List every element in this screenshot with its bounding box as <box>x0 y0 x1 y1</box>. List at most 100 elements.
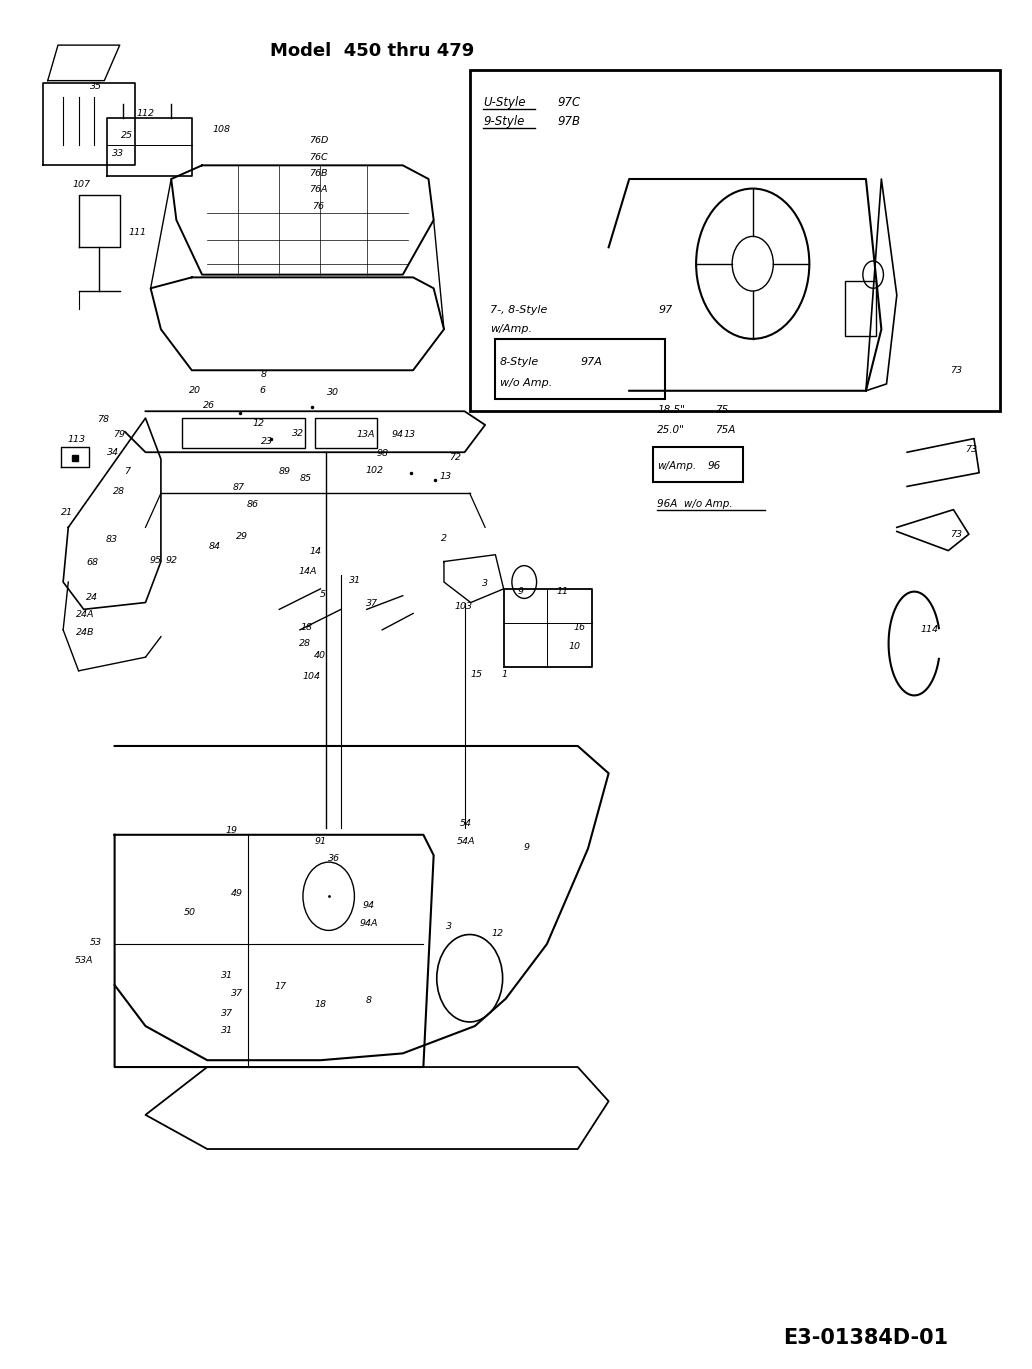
Bar <box>845 282 876 337</box>
Text: 25: 25 <box>121 131 133 140</box>
Text: 76C: 76C <box>309 152 328 162</box>
Text: 79: 79 <box>112 430 125 439</box>
Text: 25.0": 25.0" <box>657 426 685 435</box>
Text: U-Style: U-Style <box>483 96 525 110</box>
Text: 37: 37 <box>221 1009 233 1019</box>
Text: 75: 75 <box>714 405 728 415</box>
Text: 20: 20 <box>189 386 201 396</box>
Text: 103: 103 <box>454 602 473 611</box>
Text: 15: 15 <box>471 671 483 679</box>
Text: 24A: 24A <box>75 611 94 619</box>
Text: 37: 37 <box>231 988 244 998</box>
Text: 31: 31 <box>221 1025 233 1035</box>
Text: 7-, 8-Style: 7-, 8-Style <box>490 305 548 315</box>
Text: 23: 23 <box>261 437 272 446</box>
Text: 53: 53 <box>90 938 102 947</box>
Text: 97B: 97B <box>557 115 580 129</box>
Text: 73: 73 <box>965 445 977 455</box>
Text: 112: 112 <box>136 110 155 118</box>
Text: 85: 85 <box>300 474 312 483</box>
Text: 92: 92 <box>165 556 178 564</box>
Text: 13A: 13A <box>356 430 375 439</box>
Text: 29: 29 <box>236 533 249 542</box>
Text: 21: 21 <box>61 508 73 517</box>
Text: 76A: 76A <box>310 185 327 194</box>
Bar <box>470 70 1000 411</box>
Text: 31: 31 <box>221 971 233 980</box>
Text: 17: 17 <box>275 982 286 991</box>
Text: 76: 76 <box>313 201 324 211</box>
Text: 14A: 14A <box>299 567 318 575</box>
Text: 83: 83 <box>105 535 118 545</box>
Text: 102: 102 <box>366 465 384 475</box>
Text: 73: 73 <box>950 530 963 539</box>
Text: 14: 14 <box>310 548 321 556</box>
Text: 30: 30 <box>327 387 338 397</box>
Text: 13: 13 <box>404 430 416 439</box>
Text: 108: 108 <box>213 126 230 134</box>
Text: 49: 49 <box>231 888 244 898</box>
Text: 72: 72 <box>449 453 461 463</box>
Text: 78: 78 <box>97 415 109 424</box>
Text: 94A: 94A <box>359 919 378 928</box>
Text: 35: 35 <box>90 82 102 90</box>
Text: 32: 32 <box>292 428 303 438</box>
Text: 107: 107 <box>72 179 91 189</box>
Text: 31: 31 <box>350 576 361 585</box>
Text: 9: 9 <box>523 842 529 852</box>
Text: 84: 84 <box>208 542 221 550</box>
Text: 1: 1 <box>502 671 508 679</box>
Text: 11: 11 <box>556 587 569 596</box>
Text: 104: 104 <box>302 672 320 680</box>
Text: 36: 36 <box>328 853 340 862</box>
Text: 86: 86 <box>247 500 259 509</box>
Text: 75A: 75A <box>714 426 735 435</box>
Text: 97: 97 <box>658 305 672 315</box>
Text: w/Amp.: w/Amp. <box>657 461 697 471</box>
Text: 8: 8 <box>365 995 372 1005</box>
Text: 3: 3 <box>482 579 488 587</box>
Text: 76D: 76D <box>309 137 328 145</box>
Text: 12: 12 <box>253 419 264 428</box>
Bar <box>653 446 743 482</box>
Text: w/Amp.: w/Amp. <box>490 324 533 334</box>
Text: 114: 114 <box>921 626 939 634</box>
Text: 91: 91 <box>315 836 326 846</box>
Text: 24B: 24B <box>75 628 94 637</box>
Text: Model  450 thru 479: Model 450 thru 479 <box>269 41 474 60</box>
Text: 19: 19 <box>226 826 238 835</box>
Text: 96: 96 <box>707 461 720 471</box>
Bar <box>182 418 305 448</box>
Text: 3: 3 <box>446 921 452 931</box>
Text: 6: 6 <box>260 386 266 396</box>
Text: 34: 34 <box>106 448 119 457</box>
Text: 113: 113 <box>67 435 86 445</box>
Text: 97A: 97A <box>581 357 603 367</box>
Text: 87: 87 <box>233 483 246 493</box>
Text: 18: 18 <box>300 623 312 631</box>
Text: 2: 2 <box>441 534 447 543</box>
Text: 28: 28 <box>112 487 125 497</box>
Text: 8: 8 <box>261 370 267 379</box>
Text: 5: 5 <box>320 590 325 598</box>
Text: 73: 73 <box>950 366 963 375</box>
Text: 54: 54 <box>459 820 472 828</box>
Text: 18.5": 18.5" <box>657 405 685 415</box>
Text: 68: 68 <box>86 559 98 567</box>
Text: 12: 12 <box>491 928 504 938</box>
Text: 10: 10 <box>569 642 581 650</box>
Text: 28: 28 <box>299 639 311 648</box>
Text: 18: 18 <box>315 999 326 1009</box>
Text: 97C: 97C <box>557 96 580 110</box>
Text: 33: 33 <box>111 149 124 157</box>
Text: 111: 111 <box>128 227 147 237</box>
Text: 9: 9 <box>517 587 523 596</box>
Text: 94: 94 <box>391 430 404 439</box>
Text: 16: 16 <box>574 623 586 631</box>
Text: 8-Style: 8-Style <box>499 357 539 367</box>
Text: 96A  w/o Amp.: 96A w/o Amp. <box>657 500 733 509</box>
Text: 24: 24 <box>86 593 98 601</box>
Text: 7: 7 <box>124 467 130 476</box>
Text: 98: 98 <box>377 449 388 459</box>
Text: 95: 95 <box>150 556 162 564</box>
